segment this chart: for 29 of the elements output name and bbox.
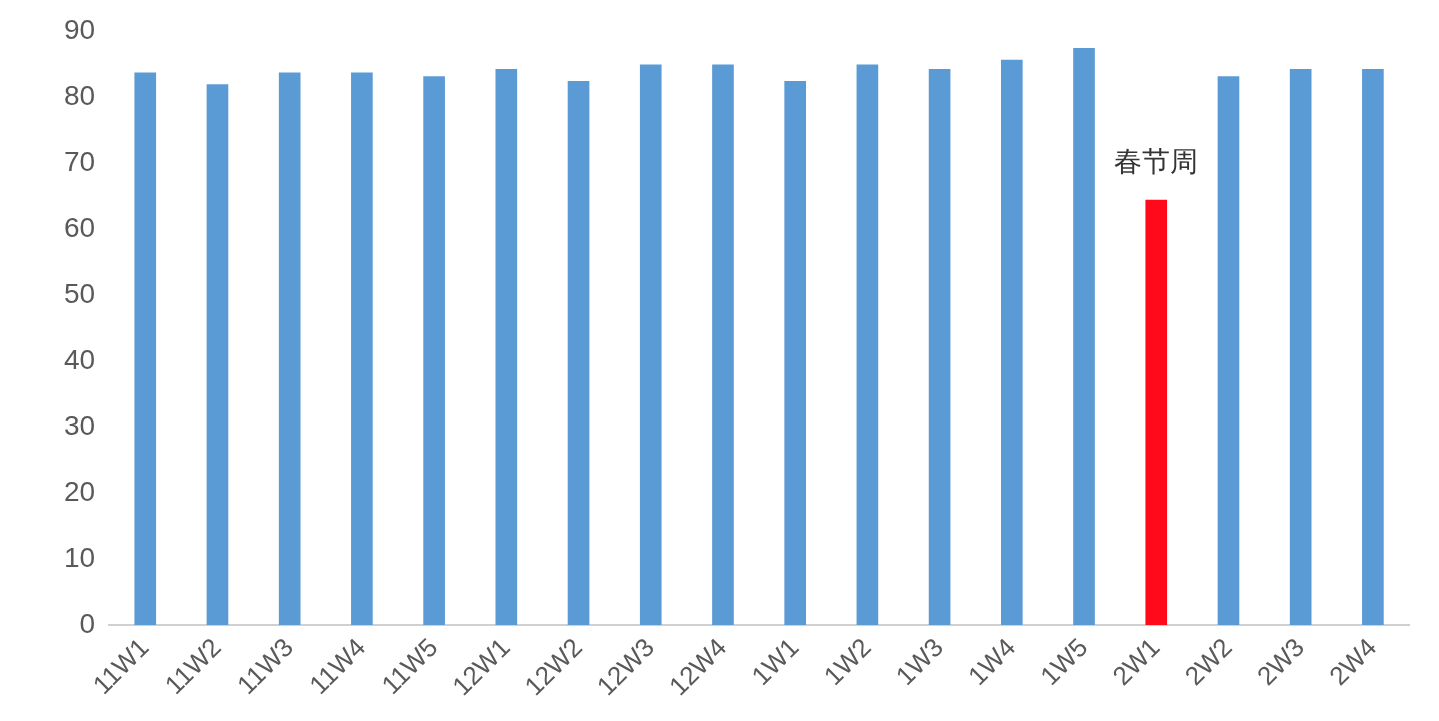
y-tick-label: 40 xyxy=(63,343,96,375)
bar xyxy=(423,76,445,625)
bar xyxy=(856,64,879,625)
y-tick-label: 90 xyxy=(63,13,96,45)
y-tick-label: 60 xyxy=(63,211,96,243)
bar xyxy=(278,72,301,625)
bar xyxy=(1073,47,1095,625)
bar xyxy=(639,64,662,625)
y-tick-label: 50 xyxy=(63,277,96,309)
bar xyxy=(1217,76,1240,625)
bar xyxy=(712,64,734,625)
bar xyxy=(206,84,229,625)
bar xyxy=(134,72,157,625)
bar xyxy=(567,80,590,625)
bar xyxy=(351,72,373,625)
bar xyxy=(1145,199,1168,625)
y-tick-label: 30 xyxy=(63,409,96,441)
y-tick-label: 20 xyxy=(63,475,96,507)
bar xyxy=(1289,69,1312,625)
bar xyxy=(1000,59,1023,625)
y-tick-label: 70 xyxy=(63,145,96,177)
annotation: 春节周 xyxy=(1114,145,1199,179)
bar xyxy=(928,69,951,625)
y-tick-label: 0 xyxy=(79,607,96,639)
y-tick-label: 80 xyxy=(63,79,96,111)
bar xyxy=(495,69,518,625)
bar xyxy=(784,80,807,625)
bar xyxy=(1362,69,1384,625)
y-tick-label: 10 xyxy=(63,541,96,573)
